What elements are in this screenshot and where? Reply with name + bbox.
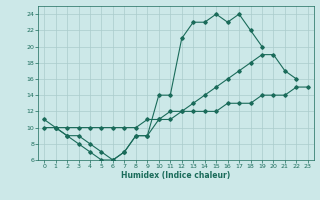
X-axis label: Humidex (Indice chaleur): Humidex (Indice chaleur) (121, 171, 231, 180)
